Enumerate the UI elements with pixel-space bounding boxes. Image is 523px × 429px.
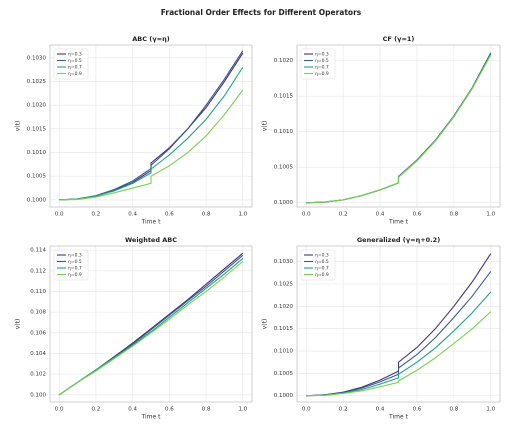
y-tick-label: 0.1015 (274, 326, 294, 332)
x-tick-label: 1.0 (486, 212, 495, 218)
x-tick-label: 0.0 (55, 212, 64, 218)
panel-title: Weighted ABC (125, 236, 177, 244)
x-tick-label: 0.8 (202, 212, 211, 218)
y-tick-label: 0.1010 (27, 150, 47, 156)
legend-label: η=0.5 (68, 58, 82, 64)
y-tick-label: 0.1020 (274, 58, 294, 64)
panel-title: ABC (γ=η) (132, 35, 169, 43)
legend-label: η=0.3 (315, 52, 329, 58)
x-tick-label: 0.6 (165, 407, 174, 413)
plot-frame (49, 245, 253, 403)
legend-label: η=0.5 (68, 259, 82, 265)
y-tick-label: 0.1030 (274, 259, 294, 265)
y-tick-label: 0.1025 (27, 79, 47, 85)
y-tick-label: 0.1010 (274, 129, 294, 135)
x-axis-label: Time t (388, 219, 409, 226)
x-tick-label: 0.8 (449, 212, 458, 218)
y-tick-label: 0.1000 (274, 200, 294, 206)
legend-label: η=0.9 (68, 71, 82, 77)
y-tick-label: 0.1005 (274, 371, 294, 377)
y-tick-label: 0.104 (30, 351, 46, 357)
x-tick-label: 0.8 (449, 407, 458, 413)
x-tick-label: 0.2 (339, 212, 348, 218)
y-tick-label: 0.1005 (27, 174, 47, 180)
legend-box (300, 48, 336, 80)
x-tick-label: 0.4 (376, 407, 385, 413)
y-tick-label: 0.102 (30, 372, 46, 378)
legend-label: η=0.7 (68, 65, 82, 71)
y-tick-label: 0.106 (30, 330, 46, 336)
plot-frame (296, 245, 501, 403)
x-tick-label: 0.6 (413, 212, 422, 218)
y-tick-label: 0.1020 (27, 103, 47, 109)
series-line (306, 311, 492, 397)
y-tick-label: 0.1000 (27, 197, 47, 203)
series-line (59, 66, 244, 201)
series-line (306, 54, 492, 204)
x-tick-label: 1.0 (238, 212, 247, 218)
legend-label: η=0.9 (68, 272, 82, 278)
y-tick-label: 0.1025 (274, 281, 294, 287)
x-tick-label: 1.0 (238, 407, 247, 413)
x-tick-label: 0.4 (128, 212, 137, 218)
legend-box (53, 48, 89, 80)
legend-label: η=0.7 (315, 266, 329, 272)
x-tick-label: 0.0 (302, 407, 311, 413)
legend-label: η=0.5 (315, 58, 329, 64)
x-tick-label: 0.4 (128, 407, 137, 413)
y-axis-label: v(t) (262, 121, 269, 132)
legend-label: η=0.7 (315, 65, 329, 71)
x-tick-label: 0.2 (92, 212, 101, 218)
x-axis-label: Time t (141, 219, 162, 226)
x-tick-label: 0.0 (302, 212, 311, 218)
panel-title: Generalized (γ=η+0.2) (357, 236, 440, 244)
y-tick-label: 0.108 (30, 310, 46, 316)
y-axis-label: v(t) (15, 319, 22, 330)
x-tick-label: 0.2 (92, 407, 101, 413)
legend-box (300, 249, 336, 281)
y-tick-label: 0.110 (30, 289, 46, 295)
series-line (58, 257, 244, 396)
x-axis-label: Time t (388, 414, 409, 421)
legend-label: η=0.9 (315, 71, 329, 77)
y-tick-label: 0.1005 (274, 165, 294, 171)
y-tick-label: 0.114 (30, 248, 46, 254)
plot-frame (49, 44, 253, 208)
y-tick-label: 0.1015 (27, 126, 47, 132)
legend-label: η=0.3 (68, 253, 82, 259)
figure-title: Fractional Order Effects for Different O… (161, 8, 362, 17)
x-tick-label: 0.6 (413, 407, 422, 413)
x-axis-label: Time t (141, 414, 162, 421)
y-tick-label: 0.1010 (274, 349, 294, 355)
x-tick-label: 0.8 (202, 407, 211, 413)
legend-label: η=0.7 (68, 266, 82, 272)
x-tick-label: 0.6 (165, 212, 174, 218)
y-tick-label: 0.1000 (274, 393, 294, 399)
y-axis-label: v(t) (262, 319, 269, 330)
legend-label: η=0.3 (315, 253, 329, 259)
legend-label: η=0.9 (315, 272, 329, 278)
y-tick-label: 0.112 (30, 268, 46, 274)
plot-frame (296, 44, 501, 208)
y-axis-label: v(t) (15, 121, 22, 132)
y-tick-label: 0.1030 (27, 55, 47, 61)
legend-box (53, 249, 89, 281)
series-line (58, 261, 244, 396)
y-tick-label: 0.1015 (274, 94, 294, 100)
y-tick-label: 0.1020 (274, 304, 294, 310)
x-tick-label: 1.0 (486, 407, 495, 413)
legend-label: η=0.5 (315, 259, 329, 265)
legend-label: η=0.3 (68, 52, 82, 58)
x-tick-label: 0.2 (339, 407, 348, 413)
x-tick-label: 0.0 (55, 407, 64, 413)
x-tick-label: 0.4 (376, 212, 385, 218)
series-line (59, 89, 244, 201)
panel-title: CF (γ=1) (383, 35, 415, 43)
y-tick-label: 0.100 (30, 392, 46, 398)
